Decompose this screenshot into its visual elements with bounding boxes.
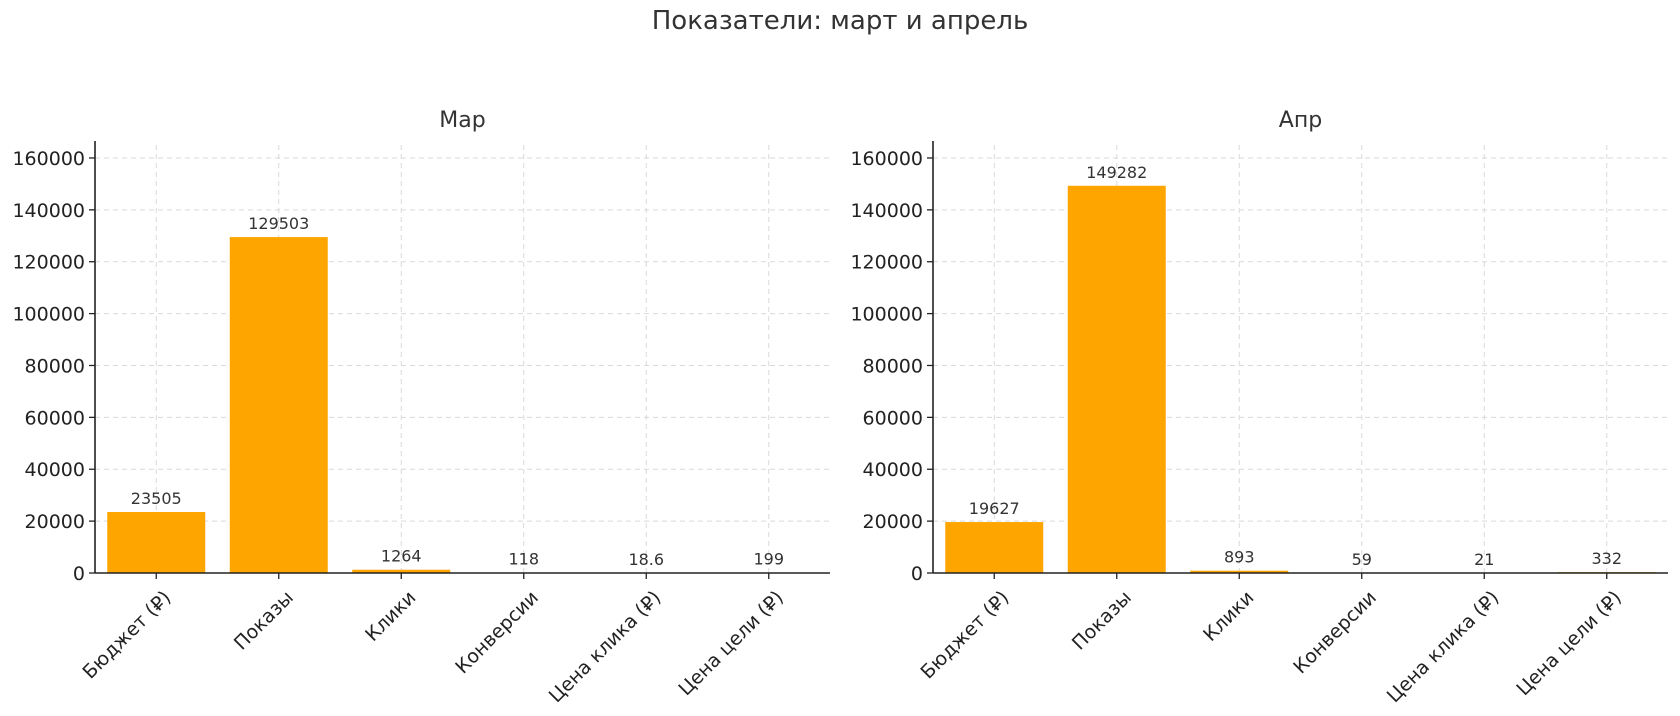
bar bbox=[107, 512, 206, 573]
panel-title: Апр bbox=[1279, 108, 1322, 133]
figure-title: Показатели: март и апрель bbox=[651, 6, 1029, 36]
bar-value-label: 23505 bbox=[131, 489, 182, 508]
bar bbox=[945, 522, 1044, 573]
y-tick-label: 80000 bbox=[25, 355, 85, 377]
y-tick-label: 0 bbox=[73, 563, 85, 585]
y-tick-label: 120000 bbox=[850, 252, 923, 274]
y-tick-label: 160000 bbox=[850, 148, 923, 170]
y-tick-label: 140000 bbox=[850, 200, 923, 222]
bar-value-label: 21 bbox=[1474, 550, 1494, 569]
y-tick-label: 160000 bbox=[12, 148, 85, 170]
x-tick-label: Клики bbox=[1199, 587, 1258, 646]
bar bbox=[1067, 185, 1166, 573]
bar-value-label: 129503 bbox=[248, 214, 309, 233]
bar bbox=[352, 569, 451, 573]
y-tick-label: 60000 bbox=[25, 407, 85, 429]
bar-value-label: 18.6 bbox=[628, 550, 664, 569]
bar bbox=[229, 237, 328, 573]
bar-value-label: 332 bbox=[1591, 549, 1622, 568]
y-tick-label: 0 bbox=[911, 563, 923, 585]
y-tick-label: 140000 bbox=[12, 200, 85, 222]
y-tick-label: 20000 bbox=[25, 511, 85, 533]
y-tick-label: 20000 bbox=[863, 511, 923, 533]
bar bbox=[1190, 570, 1289, 573]
bar-value-label: 1264 bbox=[381, 547, 422, 566]
x-tick-label: Показы bbox=[1068, 587, 1136, 655]
x-tick-label: Цена клика (₽) bbox=[1383, 587, 1504, 708]
bar-value-label: 893 bbox=[1224, 548, 1255, 567]
bar-value-label: 59 bbox=[1352, 550, 1372, 569]
x-tick-label: Клики bbox=[361, 587, 420, 646]
bar-value-label: 149282 bbox=[1086, 163, 1147, 182]
y-tick-label: 100000 bbox=[12, 304, 85, 326]
x-tick-label: Цена цели (₽) bbox=[1512, 587, 1626, 701]
x-tick-label: Цена цели (₽) bbox=[674, 587, 788, 701]
x-tick-label: Конверсии bbox=[451, 587, 543, 679]
y-tick-label: 40000 bbox=[25, 459, 85, 481]
x-tick-label: Бюджет (₽) bbox=[79, 587, 176, 684]
x-tick-label: Бюджет (₽) bbox=[917, 587, 1014, 684]
bar-value-label: 118 bbox=[508, 550, 539, 569]
bar-value-label: 19627 bbox=[969, 499, 1020, 518]
bar-value-label: 199 bbox=[753, 549, 784, 568]
x-tick-label: Конверсии bbox=[1289, 587, 1381, 679]
chart-panel-mar: 0 20000 40000 60000 80000 100000 120000 140000 1… bbox=[12, 108, 830, 707]
panel-title: Мар bbox=[439, 108, 485, 133]
y-tick-label: 80000 bbox=[863, 355, 923, 377]
y-tick-label: 40000 bbox=[863, 459, 923, 481]
y-tick-label: 100000 bbox=[850, 304, 923, 326]
x-tick-label: Показы bbox=[230, 587, 298, 655]
y-tick-label: 120000 bbox=[12, 252, 85, 274]
y-tick-label: 60000 bbox=[863, 407, 923, 429]
x-tick-label: Цена клика (₽) bbox=[545, 587, 666, 708]
chart-panel-apr: 0 20000 40000 60000 80000 100000 120000 140000 1… bbox=[850, 108, 1668, 707]
